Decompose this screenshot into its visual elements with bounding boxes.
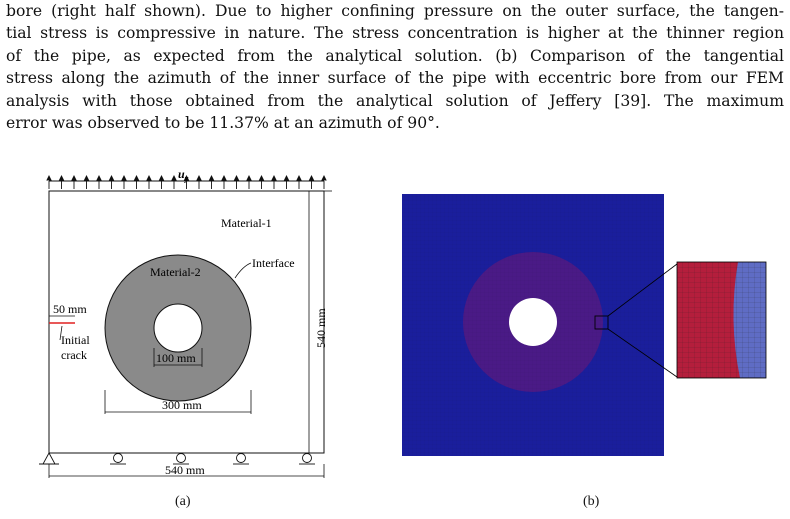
- load-arrow-head: [71, 174, 77, 181]
- load-arrow-head: [233, 174, 240, 181]
- load-arrow-head: [183, 174, 190, 181]
- load-arrow-head: [208, 174, 215, 181]
- load-arrow-head: [221, 174, 227, 181]
- load-arrow-head: [246, 174, 252, 181]
- load-arrow-head: [258, 174, 265, 181]
- width-dim-label: 540 mm: [165, 463, 205, 477]
- material-2-label: Material-2: [150, 265, 201, 279]
- load-arrow-head: [158, 174, 165, 181]
- plate-outline: [48, 190, 325, 454]
- material-1-label: Material-1: [221, 216, 272, 230]
- roller-support: [173, 453, 189, 465]
- crack-length-label: 50 mm: [53, 302, 87, 316]
- crack-leader: [59, 325, 63, 341]
- roller-support: [233, 453, 249, 465]
- load-arrow-head: [108, 174, 115, 181]
- zoom-leader-bottom: [607, 328, 678, 378]
- load-arrow-head: [58, 174, 65, 181]
- figure-caption: bore (right half shown). Due to higher c…: [6, 0, 784, 134]
- inclusion-dim-label: 300 mm: [162, 398, 202, 412]
- caption-line: stress along the azimuth of the inner su…: [6, 69, 784, 88]
- caption-line: tial stress is compressive in nature. Th…: [6, 24, 784, 43]
- load-arrow-head: [296, 174, 302, 181]
- load-arrow-head: [196, 174, 202, 181]
- load-arrow-head: [83, 174, 90, 181]
- panel-label-b: (b): [583, 494, 600, 509]
- roller-support: [110, 453, 126, 465]
- interface-label: Interface: [252, 256, 295, 270]
- panel-label-a: (a): [175, 494, 191, 509]
- zoom-source-box: [594, 315, 609, 330]
- zoom-inset: [677, 262, 766, 378]
- height-dim-label: 540 mm: [314, 308, 328, 348]
- crack-label-2: crack: [61, 348, 87, 362]
- load-arrow-head: [271, 174, 277, 181]
- interface-leader: [234, 262, 252, 279]
- load-arrow-head: [121, 174, 127, 181]
- hole-dim-label: 100 mm: [156, 351, 196, 365]
- load-arrow-head: [133, 174, 140, 181]
- caption-line: error was observed to be 11.37% at an az…: [6, 113, 440, 132]
- load-label: uy: [178, 167, 189, 183]
- crack-label-1: Initial: [61, 333, 90, 347]
- load-arrow-head: [308, 174, 315, 181]
- mesh-hole: [509, 298, 557, 346]
- load-arrows: [46, 174, 327, 189]
- geometry-schematic: uy Material-1 Material-2 Interface 50 mm…: [39, 167, 332, 478]
- load-arrow-head: [96, 174, 102, 181]
- caption-line: of the pipe, as expected from the analyt…: [6, 46, 784, 65]
- load-arrow-head: [321, 174, 327, 181]
- caption-line: bore (right half shown). Due to higher c…: [6, 2, 784, 20]
- load-arrow-head: [146, 174, 152, 181]
- load-arrow-head: [171, 174, 177, 181]
- roller-supports: [110, 453, 315, 465]
- caption-line: analysis with those obtained from the an…: [6, 91, 784, 110]
- roller-support: [299, 453, 315, 465]
- hole-circle: [153, 303, 203, 353]
- mesh-figure: [402, 194, 767, 456]
- pin-support: [39, 452, 59, 465]
- load-arrow-head: [46, 174, 52, 181]
- zoom-inset-frame: [676, 261, 767, 379]
- zoom-leader-top: [607, 263, 678, 317]
- load-arrow-head: [283, 174, 290, 181]
